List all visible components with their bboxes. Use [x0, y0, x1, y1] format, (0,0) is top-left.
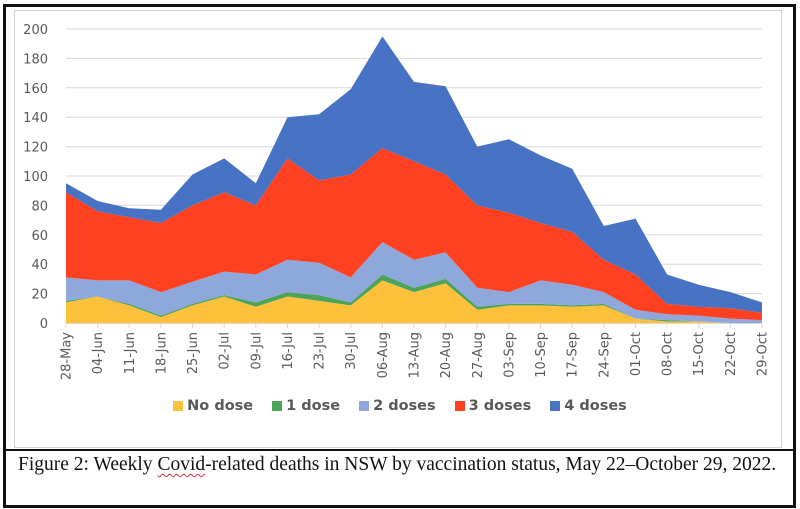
area-no-dose: [66, 280, 762, 323]
x-tick-label: 15-Oct: [692, 332, 707, 376]
legend-label: 2 doses: [373, 398, 436, 414]
y-tick-label: 40: [31, 258, 48, 273]
legend-swatch: [359, 401, 370, 411]
y-tick-label: 160: [23, 82, 48, 97]
x-axis-labels: 28-May 04-Jun 11-Jun 18-Jun 25-Jun 02-Jul 09-J…: [60, 332, 771, 380]
x-tick-label: 06-Aug: [376, 332, 391, 378]
y-tick-label: 100: [23, 170, 48, 185]
legend-item-no-dose: No dose: [173, 398, 253, 414]
y-axis-labels: 0 20 40 60 80 100 120 140 160 180 200: [23, 23, 48, 332]
legend-swatch: [454, 401, 465, 411]
x-tick-label: 22-Oct: [724, 332, 739, 376]
caption-suffix: -related deaths in NSW by vaccination st…: [205, 454, 777, 475]
caption-separator: [6, 449, 793, 451]
legend-item-3-doses: 3 doses: [454, 398, 532, 414]
x-tick-label: 09-Jul: [249, 332, 264, 370]
x-tick-label: 29-Oct: [756, 332, 771, 376]
legend-item-2-doses: 2 doses: [359, 398, 436, 414]
x-tick-label: 18-Jun: [154, 332, 169, 374]
legend-swatch: [272, 401, 283, 411]
x-tick-label: 20-Aug: [439, 332, 454, 378]
x-tick-label: 25-Jun: [186, 332, 201, 374]
x-tick-label: 10-Sep: [534, 332, 549, 378]
x-tick-label: 03-Sep: [502, 332, 517, 378]
y-tick-label: 120: [23, 141, 48, 156]
area-series: [66, 36, 762, 323]
legend-label: 4 doses: [564, 398, 627, 414]
x-tick-label: 27-Aug: [471, 332, 486, 378]
legend-swatch: [173, 401, 184, 411]
x-tick-label: 17-Sep: [566, 332, 581, 378]
x-tick-label: 16-Jul: [281, 332, 296, 370]
y-tick-label: 0: [40, 317, 48, 332]
x-axis: [65, 323, 763, 328]
x-tick-label: 28-May: [60, 332, 75, 380]
y-tick-label: 60: [31, 229, 48, 244]
x-tick-label: 23-Jul: [313, 332, 328, 370]
legend-item-4-doses: 4 doses: [550, 398, 627, 414]
caption-prefix: Figure 2: Weekly: [18, 454, 158, 475]
y-tick-label: 20: [31, 288, 48, 303]
legend-swatch: [550, 401, 561, 411]
x-tick-label: 04-Jun: [91, 332, 106, 374]
x-tick-label: 01-Oct: [629, 332, 644, 376]
x-tick-label: 30-Jul: [344, 332, 359, 370]
area-2-doses: [66, 242, 762, 323]
x-tick-label: 02-Jul: [218, 332, 233, 370]
legend-item-1-dose: 1 dose: [272, 398, 340, 414]
area-4-doses: [66, 36, 762, 313]
x-tick-label: 08-Oct: [661, 332, 676, 376]
y-tick-label: 180: [23, 52, 48, 67]
x-tick-label: 11-Jun: [123, 332, 138, 374]
y-tick-label: 200: [23, 23, 48, 38]
spellcheck-flagged-word[interactable]: Covid: [157, 454, 206, 475]
legend-label: No dose: [187, 398, 254, 414]
area-3-doses: [66, 148, 762, 321]
legend-label: 1 dose: [286, 398, 341, 414]
y-tick-label: 80: [31, 199, 48, 214]
legend-label: 3 doses: [468, 398, 532, 414]
y-tick-label: 140: [23, 111, 48, 126]
x-tick-label: 13-Aug: [408, 332, 423, 378]
x-tick-label: 24-Sep: [597, 332, 612, 378]
chart-legend: No dose 1 dose 2 doses 3 doses 4 doses: [0, 398, 800, 414]
figure-caption: Figure 2: Weekly Covid-related deaths in…: [18, 453, 788, 477]
